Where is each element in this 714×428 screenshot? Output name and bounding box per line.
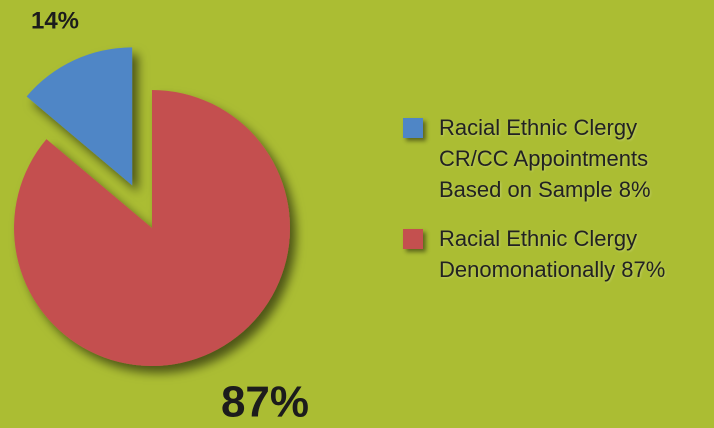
legend-label: Racial Ethnic Clergy CR/CC Appointments …: [439, 115, 651, 202]
legend-label: Racial Ethnic Clergy Denomonationally 87…: [439, 226, 666, 282]
legend-swatch: [403, 118, 423, 138]
pie-slice: [13, 90, 291, 367]
legend-swatch: [403, 229, 423, 249]
data-label: 87%: [221, 378, 309, 427]
legend-entry: Racial Ethnic Clergy CR/CC Appointments …: [403, 112, 701, 205]
data-label: 14%: [31, 7, 79, 34]
legend: Racial Ethnic Clergy CR/CC Appointments …: [403, 112, 701, 303]
legend-entry: Racial Ethnic Clergy Denomonationally 87…: [403, 223, 701, 285]
pie: [13, 47, 291, 367]
pie-slice: [26, 47, 133, 186]
